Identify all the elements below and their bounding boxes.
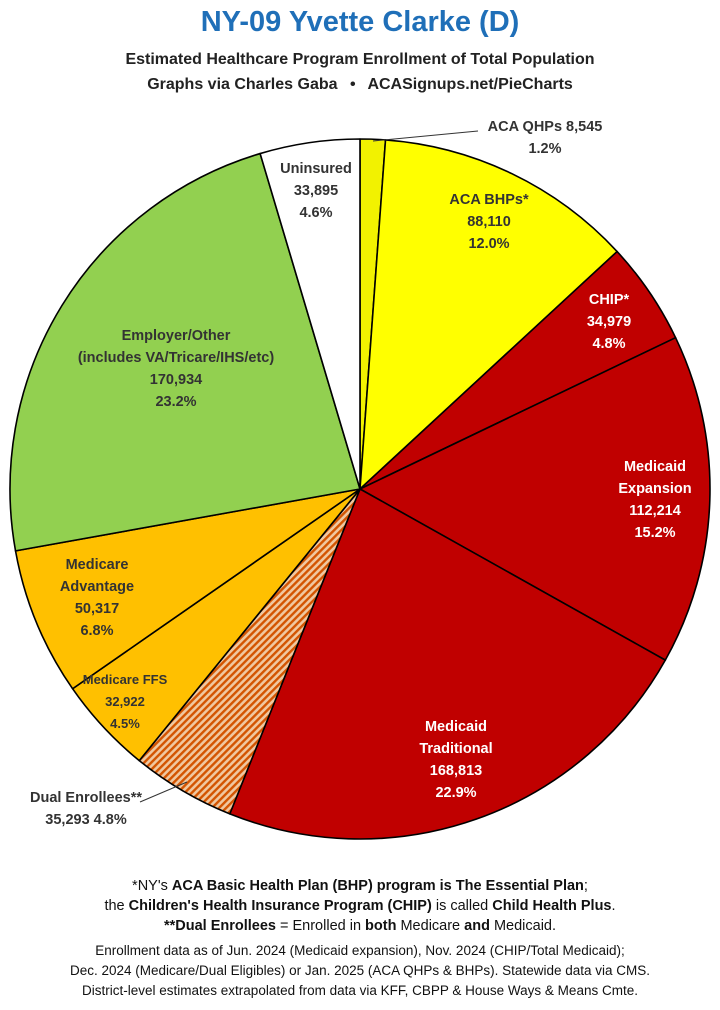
slice-label-aca-bhps: ACA BHPs* 88,110 12.0% — [449, 192, 529, 252]
slice-label-medicare-advantage: Medicare Advantage 50,317 6.8% — [60, 557, 134, 639]
footnote-chip: the Children's Health Insurance Program … — [0, 898, 720, 914]
footnote-text: is called — [431, 898, 493, 914]
credit-text: Graphs via Charles Gaba — [147, 76, 338, 93]
pie-slices — [9, 138, 711, 840]
footnote-bold: **Dual Enrollees — [163, 918, 276, 934]
slice-label-chip: CHIP* 34,979 4.8% — [587, 292, 631, 352]
source-line-1: Enrollment data as of Jun. 2024 (Medicai… — [95, 943, 625, 958]
pie-chart: ACA QHPs 8,545 1.2% ACA BHPs* 88,110 12.0% CH… — [9, 119, 711, 840]
slice-label-medicaid-traditional: Medicaid Traditional 168,813 22.9% — [419, 719, 492, 801]
slice-label-dual-enrollees: Dual Enrollees** 35,293 4.8% — [30, 790, 142, 828]
footnote-text: = Enrolled in — [275, 918, 366, 934]
pie-slice-employer-other-includes-va-tricare-ihs-etc — [9, 152, 361, 552]
slice-label-uninsured: Uninsured 33,895 4.6% — [280, 161, 352, 221]
footnote-text: . — [611, 898, 616, 914]
pie-slice-medicare-advantage — [14, 488, 361, 690]
pie-slice-medicaid-traditional — [229, 488, 667, 840]
footnote-dual: **Dual Enrollees = Enrolled in both Medi… — [0, 918, 720, 934]
footnote-text: the — [104, 898, 129, 914]
slice-label-medicaid-expansion: Medicaid Expansion 112,214 15.2% — [618, 459, 691, 541]
footnote-bold: both — [365, 918, 397, 934]
chart-title: NY-09 Yvette Clarke (D) — [200, 6, 520, 38]
credit-bullet: • — [349, 76, 356, 93]
chart-credit: Graphs via Charles Gaba • ACASignups.net… — [0, 76, 720, 94]
source-line-3: District-level estimates extrapolated fr… — [82, 983, 638, 998]
footnote-bold: ACA Basic Health Plan (BHP) program is T… — [171, 878, 584, 894]
slice-label-aca-qhps: ACA QHPs 8,545 1.2% — [488, 119, 603, 157]
footnote-bold: Child Health Plus — [492, 898, 612, 914]
footnote-text: ; — [583, 878, 588, 894]
pie-labels: ACA QHPs 8,545 1.2% ACA BHPs* 88,110 12.0% CH… — [30, 119, 692, 828]
chart-subtitle: Estimated Healthcare Program Enrollment … — [125, 51, 595, 68]
pie-slice-uninsured — [259, 138, 361, 490]
footnote-text: *NY's — [132, 878, 172, 894]
footnote-bold: and — [464, 918, 490, 934]
leader-line-aca-qhps — [372, 130, 479, 142]
slice-label-medicare-ffs: Medicare FFS 32,922 4.5% — [83, 672, 168, 731]
footnote-text: Medicaid. — [489, 918, 557, 934]
footnote-bhp: *NY's ACA Basic Health Plan (BHP) progra… — [0, 878, 720, 894]
footnote-text: Medicare — [396, 918, 465, 934]
source-line-2: Dec. 2024 (Medicare/Dual Eligibles) or J… — [70, 963, 650, 978]
footnote-bold: Children's Health Insurance Program (CHI… — [128, 898, 432, 914]
slice-label-employer-other-includes-va-tricare-ihs-etc: Employer/Other (includes VA/Tricare/IHS/e… — [78, 328, 275, 410]
leader-line-dual-enrollees — [139, 781, 188, 803]
pie-slice-aca-bhps — [359, 139, 618, 490]
credit-site: ACASignups.net/PieCharts — [367, 76, 573, 93]
pie-slice-medicaid-expansion — [359, 336, 711, 661]
